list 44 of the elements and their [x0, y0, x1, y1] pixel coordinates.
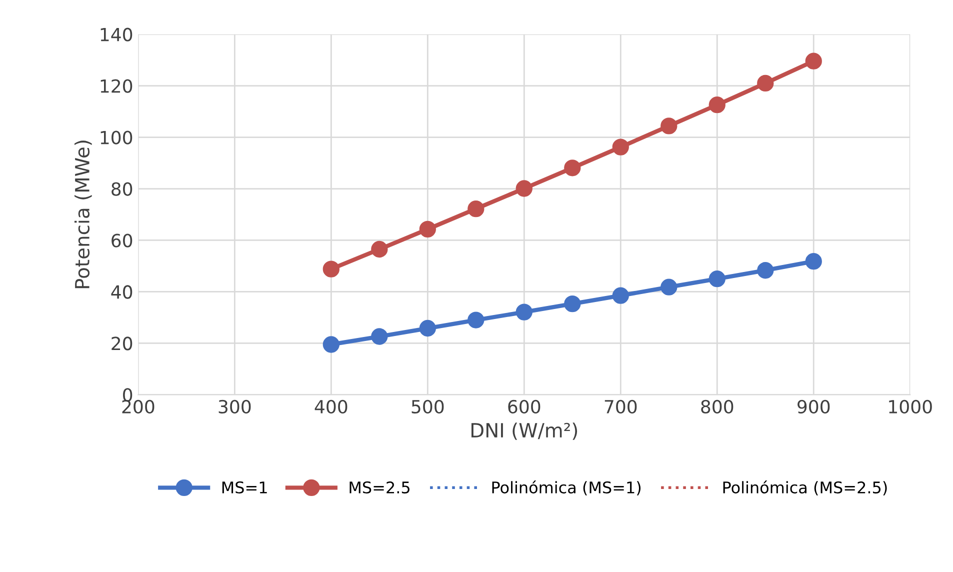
point — [612, 138, 629, 156]
point — [757, 262, 774, 279]
point — [371, 240, 388, 258]
x-tick-label: 800 — [701, 400, 734, 414]
point — [708, 270, 726, 288]
legend-label: MS=2.5 — [350, 481, 410, 494]
y-tick-label: 120 — [100, 79, 132, 93]
x-tick-label: 1000 — [889, 400, 932, 414]
y-tick-label: 80 — [112, 182, 132, 196]
x-tick-label: 600 — [508, 400, 540, 414]
point — [371, 328, 388, 345]
x-axis-title: DNI (W/m²) — [472, 422, 578, 440]
point — [612, 287, 629, 304]
point — [564, 160, 581, 176]
point — [516, 304, 532, 320]
legend-label: Polinómica (MS=1) — [492, 480, 641, 496]
y-tick-label: 20 — [112, 336, 132, 350]
x-tick-label: 200 — [122, 400, 154, 414]
y-tick-label: 40 — [111, 285, 132, 299]
point — [564, 295, 581, 312]
point — [805, 253, 822, 270]
point — [516, 180, 532, 197]
x-tick-label: 300 — [218, 400, 251, 414]
x-tick-label: 900 — [798, 400, 830, 414]
point — [805, 52, 822, 70]
point — [708, 96, 726, 114]
point — [322, 336, 340, 353]
y-tick-label: 100 — [100, 130, 132, 144]
legend-label: MS=1 — [222, 481, 267, 494]
point — [419, 320, 436, 337]
point — [660, 118, 678, 134]
point — [660, 278, 678, 296]
y-tick-label: 140 — [100, 28, 132, 42]
y-axis-title: Potencia (MWe) — [74, 140, 92, 288]
point — [322, 260, 340, 278]
legend-label: Polinómica (MS=2.5) — [723, 480, 887, 496]
x-tick-label: 500 — [412, 400, 444, 414]
point — [419, 220, 436, 238]
point — [757, 74, 774, 92]
x-tick-label: 400 — [314, 400, 348, 414]
point — [468, 312, 484, 328]
y-tick-label: 60 — [112, 234, 132, 248]
x-tick-label: 700 — [604, 400, 637, 414]
point — [468, 200, 484, 218]
